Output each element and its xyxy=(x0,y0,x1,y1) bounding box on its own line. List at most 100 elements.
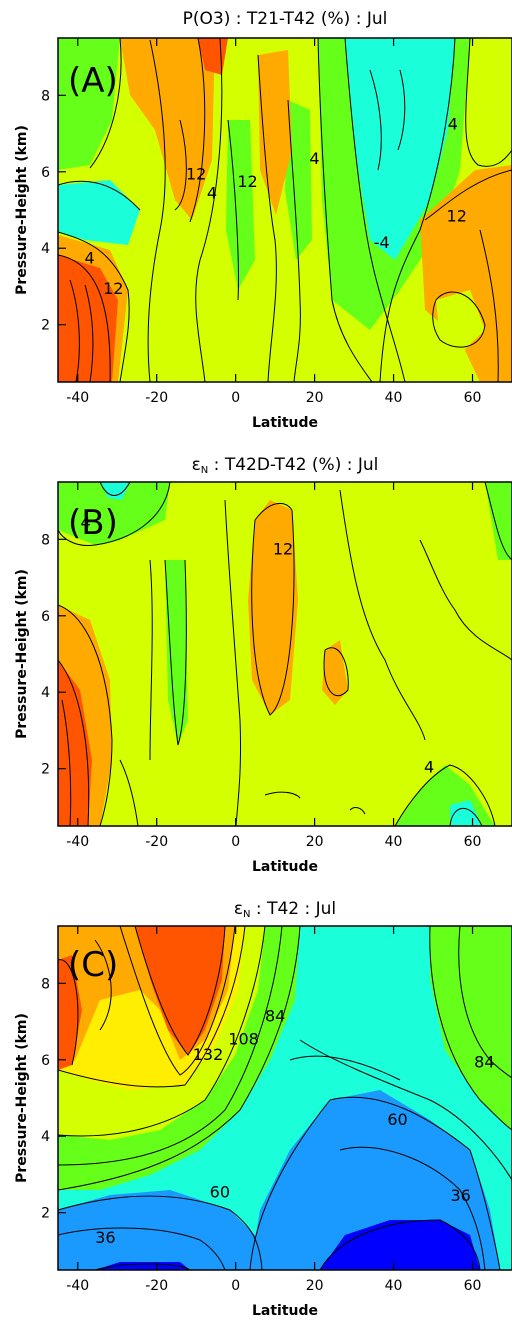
panel-a-contour-label: 12 xyxy=(103,279,123,298)
panel-a-contour-line xyxy=(195,38,223,382)
panel-a-green-band-west xyxy=(58,38,120,170)
panel-c-title-rest: : T42 : Jul xyxy=(251,899,337,919)
panel-a-contour-label: 12 xyxy=(237,172,257,191)
panel-a-contour-line xyxy=(58,231,130,382)
panel-b-contour-label: 4 xyxy=(424,757,434,776)
panel-b-green-northwest xyxy=(58,482,170,545)
panel-a-contour-line xyxy=(89,38,122,169)
panel-a-green-mid-east xyxy=(285,100,312,260)
panel-b-x-tick-label: -40 xyxy=(66,834,89,850)
panel-a-ticks: -40 -20 0 20 40 60 2 4 6 8 xyxy=(41,38,481,406)
panel-a-x-tick-label: 0 xyxy=(231,390,240,406)
panel-b-green-ne xyxy=(485,482,512,560)
panel-a-contour-line xyxy=(69,279,80,382)
panel-b-tag: (B) xyxy=(68,503,118,543)
panel-a-contour-line xyxy=(227,119,239,301)
panel-c-contour-label: 36 xyxy=(95,1228,115,1247)
panel-a-contour-line xyxy=(174,119,187,211)
panel-a-x-tick-label: -20 xyxy=(145,390,168,406)
panel-a-contour-line xyxy=(344,38,406,382)
panel-b-y-tick-label: 6 xyxy=(41,609,50,625)
panel-a-orange-east xyxy=(420,165,512,382)
panel-b-contour-line xyxy=(224,499,242,826)
panel-b-y-tick-label: 4 xyxy=(41,685,50,701)
panel-b-contour-line xyxy=(251,502,295,716)
panel-a-contour-line xyxy=(189,38,206,223)
panel-c-y-tick-label: 4 xyxy=(41,1129,50,1145)
panel-b-contour-line xyxy=(58,604,113,826)
panel-a-contour-line xyxy=(369,69,382,171)
panel-c-contour-line xyxy=(94,939,112,1031)
panel-c-contour-line xyxy=(134,926,226,1056)
panel-b-title-epsilon: ε xyxy=(192,455,201,475)
panel-c-contour-line xyxy=(249,1096,501,1270)
panel-b-contour-line xyxy=(61,699,72,826)
panel-c-contour-field xyxy=(58,926,512,1270)
panel-b-x-tick-label: 20 xyxy=(306,834,324,850)
panel-a-contour-line xyxy=(465,38,512,167)
panel-a-x-tick-label: 60 xyxy=(464,390,482,406)
panel-a-tag: (A) xyxy=(68,61,118,101)
panel-b-contour-line xyxy=(323,647,349,697)
panel-c-darkblue-west xyxy=(95,1262,190,1270)
panel-c-contour-line xyxy=(289,1055,401,1081)
panel-c-contour-line xyxy=(94,1263,191,1270)
panel-a-contour-line xyxy=(287,99,301,382)
panel-a-y-tick-label: 8 xyxy=(41,88,50,104)
panel-b-contour-line xyxy=(264,791,301,799)
panel-b-contour-label: 4 xyxy=(81,513,91,532)
panel-c-contour-line xyxy=(58,926,283,1166)
panel-c-x-tick-label: -20 xyxy=(145,1278,168,1294)
panel-b: εN : T42D-T42 (%) : Jul xyxy=(14,455,512,875)
panel-a-cyan-west xyxy=(58,180,140,245)
panel-c-contour-label: 36 xyxy=(450,1186,470,1205)
panel-b-orange-center xyxy=(248,500,298,715)
panel-b-y-tick-label: 8 xyxy=(41,532,50,548)
panel-c-x-tick-label: 60 xyxy=(464,1278,482,1294)
panel-a-y-tick-label: 2 xyxy=(41,318,50,334)
panel-c-x-tick-label: 0 xyxy=(231,1278,240,1294)
panel-a-contour-line xyxy=(84,284,94,382)
panel-b-title-rest: : T42D-T42 (%) : Jul xyxy=(208,455,378,475)
panel-c-title-epsilon: ε xyxy=(234,899,243,919)
panel-a-x-tick-label: 20 xyxy=(306,390,324,406)
panel-a-contour-line xyxy=(432,291,486,348)
panel-c-contour-line xyxy=(58,926,266,1137)
panel-b-cyan-corner xyxy=(100,482,130,500)
panel-c-contour-line xyxy=(429,926,512,1131)
panel-c-tag: (C) xyxy=(68,945,118,985)
panel-b-contour-line xyxy=(164,559,187,746)
panel-b-contour-line xyxy=(149,559,153,761)
panel-c-ticks: -40 -20 0 20 40 60 2 4 6 8 xyxy=(41,926,481,1294)
panel-b-x-tick-label: 0 xyxy=(231,834,240,850)
panel-b-contour-field xyxy=(58,482,512,826)
panel-a-contour-lines xyxy=(58,38,512,382)
panel-c-contour-line xyxy=(58,926,246,1088)
panel-b-x-tick-label: -20 xyxy=(145,834,168,850)
panel-b-contour-line xyxy=(58,659,90,826)
panel-c-contour-line xyxy=(58,926,301,1191)
panel-a-contour-line xyxy=(317,38,373,382)
panel-a-x-tick-label: 40 xyxy=(385,390,403,406)
panel-a-contour-field xyxy=(58,38,512,382)
panel-a-contour-line xyxy=(379,38,456,382)
panel-c-x-tick-label: 20 xyxy=(306,1278,324,1294)
panel-a-yellow-east-island xyxy=(436,290,485,352)
panel-a-y-tick-label: 6 xyxy=(41,165,50,181)
panel-b-plot-frame xyxy=(57,481,512,827)
panel-a-contour-line xyxy=(147,39,166,382)
panel-b-x-tick-label: 60 xyxy=(464,834,482,850)
panel-a-contour-label: 12 xyxy=(186,164,206,183)
panel-a-contour-label: 12 xyxy=(447,206,467,225)
panel-c-contour-line xyxy=(58,1195,263,1270)
panel-a-red-southwest xyxy=(58,255,118,382)
panel-c-contour-label: 60 xyxy=(210,1182,230,1201)
panel-b-xlabel: Latitude xyxy=(252,859,318,875)
panel-c-contour-line xyxy=(58,959,79,1066)
panel-a-contour-label: 4 xyxy=(207,184,217,203)
panel-c-contour-label: 60 xyxy=(387,1110,407,1129)
panel-a-cyan-east xyxy=(345,38,455,260)
panel-c-contour-label: 84 xyxy=(474,1052,494,1071)
panel-b-contour-label: 12 xyxy=(273,540,293,559)
